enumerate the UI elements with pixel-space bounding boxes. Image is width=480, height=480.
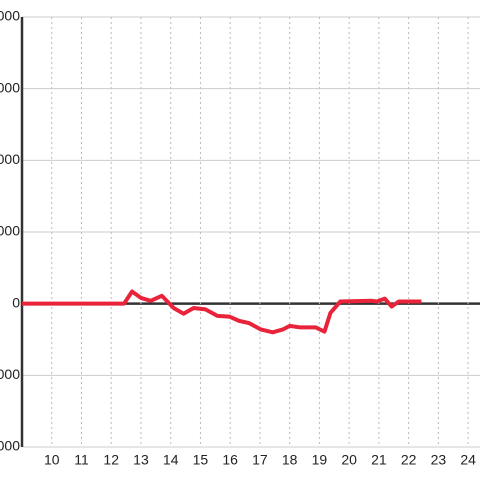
y-tick-label: 0 bbox=[12, 294, 20, 310]
y-tick-label: -20,000 bbox=[0, 438, 20, 454]
x-tick-label: 11 bbox=[74, 452, 89, 468]
y-tick-label: -10,000 bbox=[0, 366, 20, 382]
x-tick-label: 20 bbox=[341, 452, 357, 468]
x-tick-label: 17 bbox=[252, 452, 268, 468]
y-tick-label: 30,000 bbox=[0, 79, 20, 95]
x-tick-label: 12 bbox=[103, 452, 119, 468]
x-tick-label: 14 bbox=[163, 452, 179, 468]
y-tick-label: 20,000 bbox=[0, 151, 20, 167]
data-line bbox=[22, 289, 422, 335]
y-tick-label: 10,000 bbox=[0, 223, 20, 239]
x-tick-label: 22 bbox=[401, 452, 417, 468]
x-tick-label: 21 bbox=[371, 452, 387, 468]
x-tick-label: 10 bbox=[44, 452, 60, 468]
x-tick-label: 15 bbox=[193, 452, 209, 468]
x-tick-label: 23 bbox=[431, 452, 447, 468]
y-tick-label: 40,000 bbox=[0, 8, 20, 24]
x-tick-label: 13 bbox=[133, 452, 149, 468]
x-tick-label: 16 bbox=[222, 452, 238, 468]
x-tick-label: 24 bbox=[460, 452, 476, 468]
x-tick-label: 18 bbox=[282, 452, 298, 468]
x-tick-label: 19 bbox=[312, 452, 328, 468]
